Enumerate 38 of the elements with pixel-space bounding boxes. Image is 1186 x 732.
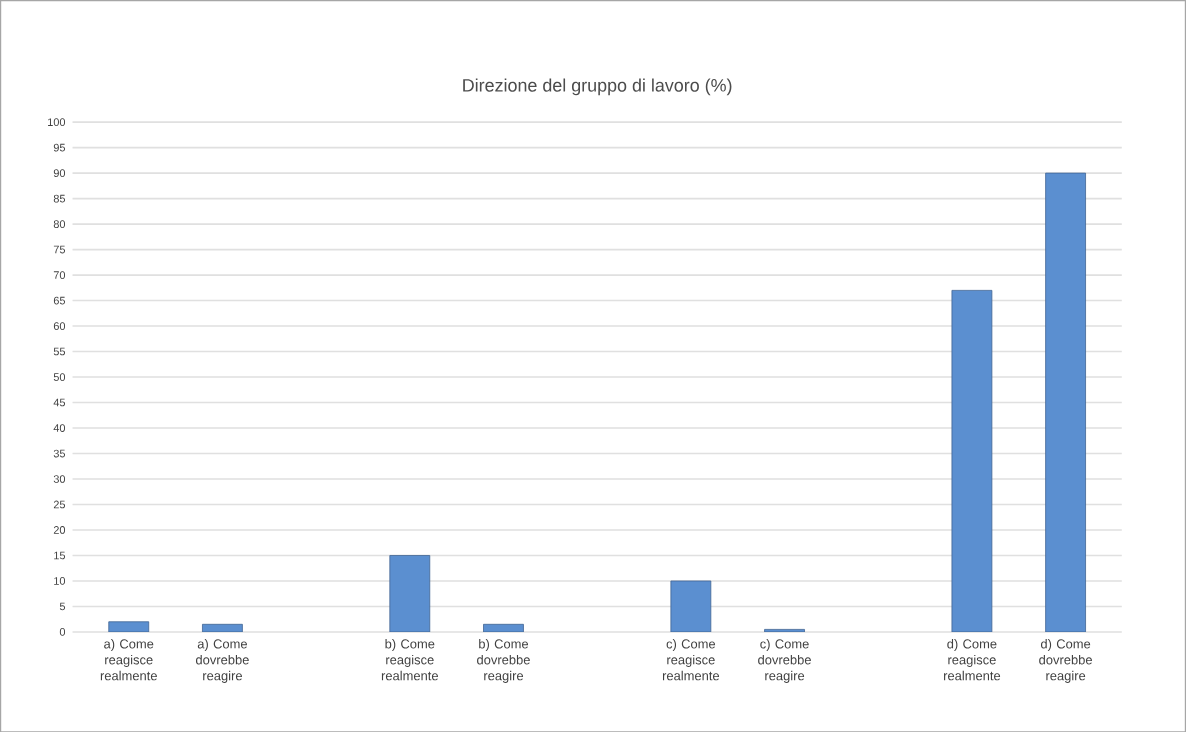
x-tick-label: b) Come reagisce realmente [381,638,438,681]
y-tick-label: 15 [54,551,66,560]
y-tick-label: 55 [53,347,66,356]
x-tick-label: b) Come dovrebbe reagire [477,638,530,683]
bar [389,554,431,632]
y-tick-label: 20 [53,525,66,534]
y-tick-label: 45 [53,398,66,407]
y-tick-label: 30 [53,474,66,483]
y-tick-label: 100 [48,118,66,126]
y-tick-label: 70 [53,270,66,279]
y-tick-label: 75 [53,245,66,254]
bar [202,623,243,632]
y-tick-label: 40 [53,423,66,432]
y-tick-label: 35 [53,449,66,458]
y-tick-label: 60 [53,321,66,330]
x-tick-label: d) Come dovrebbe reagire [1039,638,1092,683]
bar [764,628,805,632]
bar [670,580,712,632]
bar [951,289,993,632]
x-tick-label: c) Come dovrebbe reagire [758,638,811,683]
y-tick-label: 85 [53,194,66,203]
y-tick-label: 5 [59,602,66,611]
x-tick-label: a) Come reagisce realmente [100,638,157,681]
x-tick-label: c) Come reagisce realmente [662,638,720,681]
x-tick-label: a) Come dovrebbe reagire [195,638,249,683]
bar [108,621,150,632]
bar [483,623,524,632]
chart-title: Direzione del gruppo di lavoro (%) [463,78,732,95]
y-tick-label: 80 [53,220,66,228]
bar [1045,172,1086,632]
y-tick-label: 10 [54,576,66,585]
y-tick-label: 95 [53,143,66,152]
y-tick-label: 25 [53,500,66,509]
y-tick-label: 50 [53,372,66,381]
x-tick-label: d) Come reagisce realmente [943,638,1001,681]
y-tick-label: 90 [53,169,66,177]
y-tick-label: 0 [59,627,66,636]
y-tick-label: 65 [53,296,66,305]
